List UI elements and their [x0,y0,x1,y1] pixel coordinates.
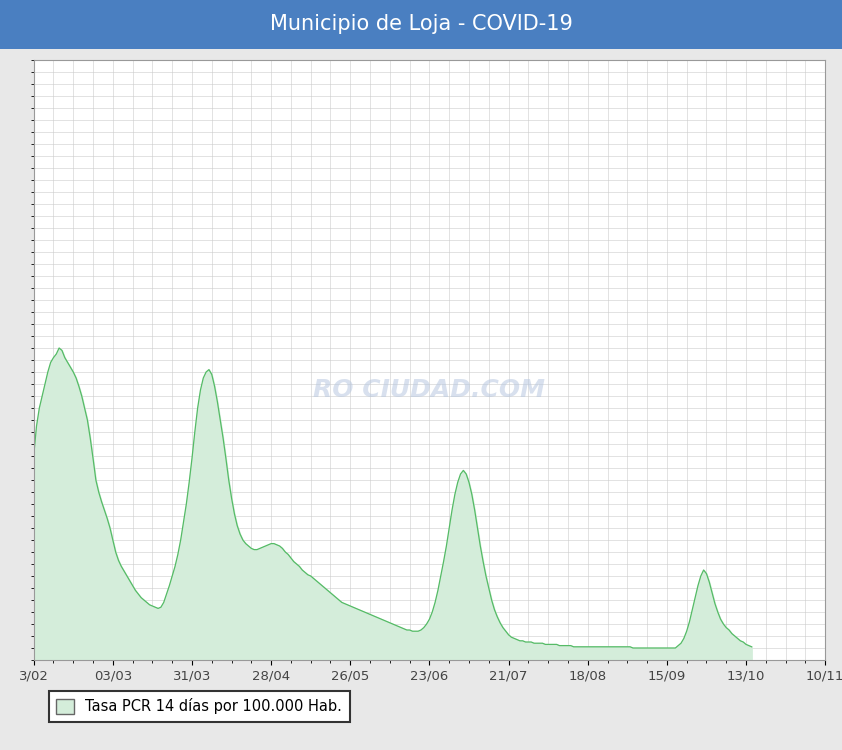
Legend: Tasa PCR 14 días por 100.000 Hab.: Tasa PCR 14 días por 100.000 Hab. [49,692,349,722]
Text: Municipio de Loja - COVID-19: Municipio de Loja - COVID-19 [269,14,573,34]
Text: RO CIUDAD.COM: RO CIUDAD.COM [313,378,546,402]
